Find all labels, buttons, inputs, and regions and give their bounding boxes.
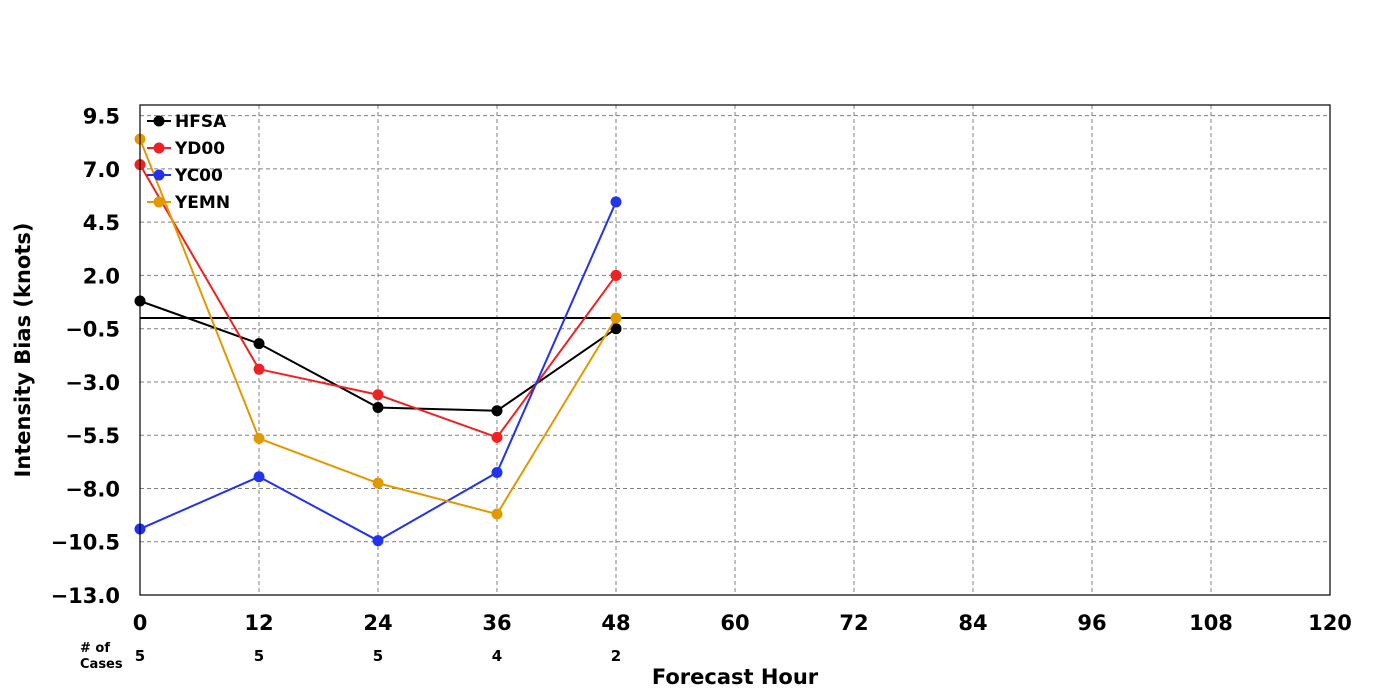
case-count: 5 bbox=[373, 647, 383, 665]
y-tick-label: −5.5 bbox=[65, 424, 120, 448]
legend-item-yc00: YC00 bbox=[147, 166, 223, 186]
y-tick-label: −3.0 bbox=[65, 371, 120, 395]
series-yc00 bbox=[134, 196, 622, 547]
x-tick-label: 72 bbox=[839, 611, 868, 635]
data-point-hfsa bbox=[372, 402, 384, 414]
data-point-yd00 bbox=[491, 431, 503, 443]
cases-title: # of Cases bbox=[80, 641, 123, 672]
y-tick-label: 2.0 bbox=[83, 264, 120, 288]
x-tick-label: 96 bbox=[1077, 611, 1106, 635]
data-point-yd00 bbox=[610, 269, 622, 281]
x-tick-label: 84 bbox=[958, 611, 987, 635]
plot-frame bbox=[139, 104, 1331, 596]
legend-label: YEMN bbox=[174, 193, 230, 213]
legend-item-yemn: YEMN bbox=[147, 193, 230, 213]
data-point-yc00 bbox=[610, 196, 622, 208]
case-count: 5 bbox=[254, 647, 264, 665]
data-point-hfsa bbox=[491, 405, 503, 417]
x-tick-label: 24 bbox=[363, 611, 392, 635]
case-count: 5 bbox=[135, 647, 145, 665]
data-point-yemn bbox=[372, 477, 384, 489]
case-count: 4 bbox=[492, 647, 502, 665]
y-axis-label: Intensity Bias (knots) bbox=[11, 223, 35, 478]
x-tick-label: 60 bbox=[720, 611, 749, 635]
legend-swatch-marker bbox=[153, 196, 165, 208]
data-point-yc00 bbox=[253, 471, 265, 483]
legend-swatch-marker bbox=[153, 142, 165, 154]
legend-label: YC00 bbox=[174, 166, 223, 186]
x-tick-label: 48 bbox=[601, 611, 630, 635]
y-tick-label: 4.5 bbox=[83, 211, 120, 235]
series-lines bbox=[134, 133, 622, 547]
legend-swatch-marker bbox=[153, 115, 165, 127]
case-count: 2 bbox=[611, 647, 621, 665]
data-point-yc00 bbox=[372, 535, 384, 547]
data-point-hfsa bbox=[610, 323, 622, 335]
x-tick-labels: 0 12 24 36 48 60 72 84 96 108 120 bbox=[133, 611, 1352, 635]
legend-label: YD00 bbox=[174, 139, 225, 159]
data-point-yc00 bbox=[491, 467, 503, 478]
legend: HFSA YD00 YC00 YEMN bbox=[147, 112, 230, 213]
series-yemn bbox=[134, 133, 622, 520]
x-axis-label: Forecast Hour bbox=[652, 665, 819, 689]
y-tick-label: −0.5 bbox=[65, 318, 120, 342]
x-tick-label: 108 bbox=[1189, 611, 1233, 635]
legend-label: HFSA bbox=[175, 112, 227, 132]
legend-item-yd00: YD00 bbox=[147, 139, 225, 159]
legend-item-hfsa: HFSA bbox=[147, 112, 227, 132]
y-tick-label: −8.0 bbox=[65, 477, 120, 501]
data-point-yd00 bbox=[253, 363, 265, 375]
cases-row: # of Cases 5 5 5 4 2 bbox=[80, 641, 621, 672]
y-tick-label: −13.0 bbox=[51, 584, 120, 608]
x-tick-label: 0 bbox=[133, 611, 148, 635]
data-point-hfsa bbox=[253, 338, 265, 350]
legend-swatch-marker bbox=[153, 169, 165, 181]
x-tick-label: 12 bbox=[244, 611, 273, 635]
data-point-yemn bbox=[491, 508, 503, 520]
x-tick-label: 120 bbox=[1308, 611, 1352, 635]
y-tick-labels: −13.0 −10.5 −8.0 −5.5 −3.0 −0.5 2.0 4.5 7.0 9.5 bbox=[51, 105, 120, 608]
y-tick-label: −10.5 bbox=[51, 531, 120, 555]
data-point-yd00 bbox=[372, 389, 384, 401]
grid-lines bbox=[140, 105, 1330, 595]
data-point-yemn bbox=[253, 432, 265, 444]
data-point-yemn bbox=[610, 312, 622, 324]
y-tick-label: 7.0 bbox=[83, 158, 120, 182]
x-tick-label: 36 bbox=[482, 611, 511, 635]
y-tick-label: 9.5 bbox=[83, 105, 120, 129]
